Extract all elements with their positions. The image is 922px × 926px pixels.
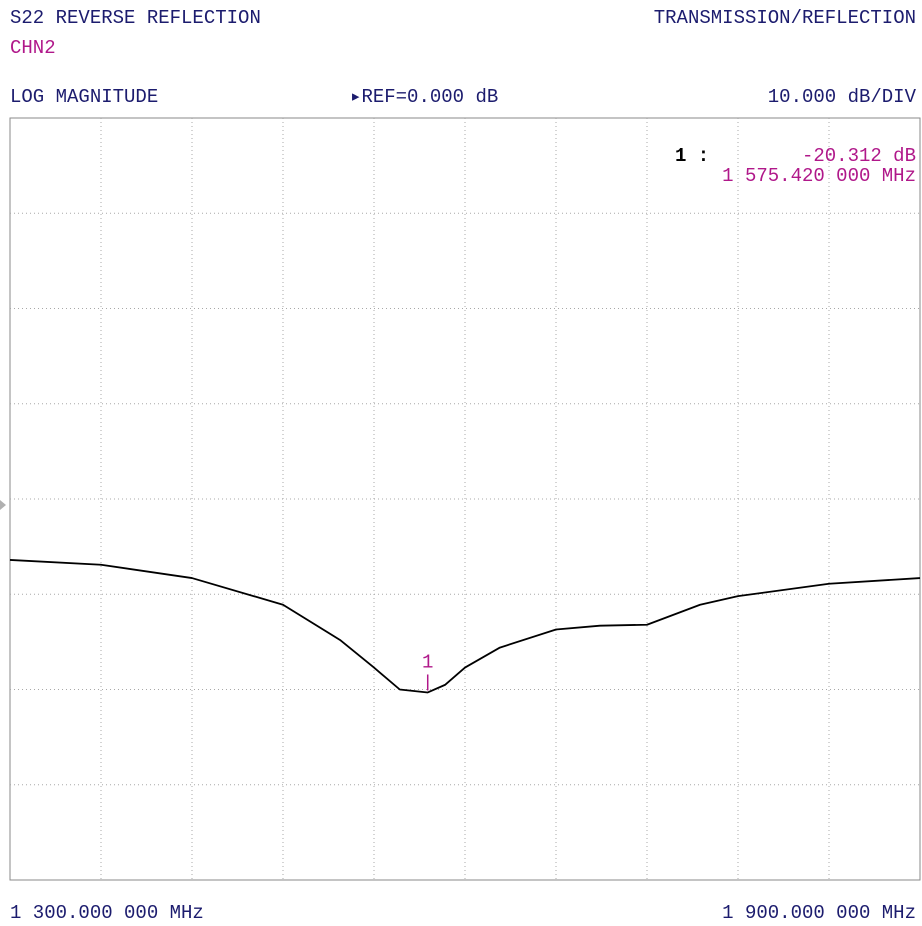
channel-label: CHN2	[10, 37, 56, 59]
marker-readout: 1 :	[675, 145, 709, 167]
marker-frequency: 1 575.420 000 MHz	[722, 165, 916, 187]
marker-label: 1	[422, 651, 433, 673]
marker-value: -20.312 dB	[802, 145, 916, 167]
scale-label: 10.000 dB/DIV	[768, 86, 917, 108]
trace	[9, 559, 921, 694]
format-label: LOG MAGNITUDE	[10, 86, 158, 108]
x-tick-label: 1 900.000 000 MHz	[722, 902, 916, 924]
reference-label: ▸REF=0.000 dB	[350, 86, 498, 108]
trace-title: S22 REVERSE REFLECTION	[10, 7, 261, 29]
mode-label: TRANSMISSION/REFLECTION	[654, 7, 916, 29]
ref-indicator	[0, 500, 6, 510]
x-tick-label: 1 300.000 000 MHz	[10, 902, 204, 924]
